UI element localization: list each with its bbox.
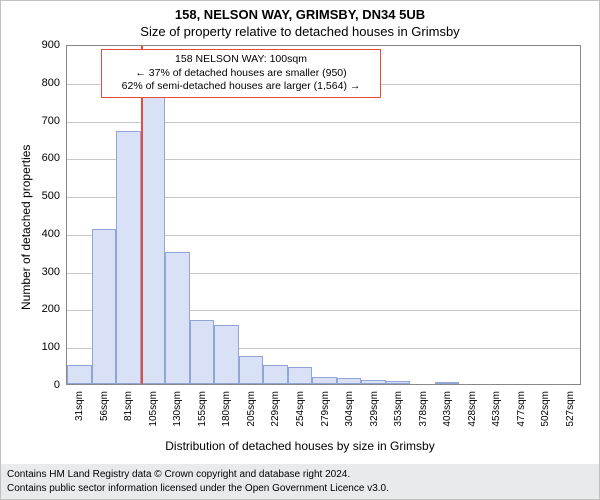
y-tick-label: 500	[30, 190, 60, 202]
histogram-bar	[337, 378, 362, 384]
annotation-line-3: 62% of semi-detached houses are larger (…	[108, 80, 374, 94]
chart-container: 158, NELSON WAY, GRIMSBY, DN34 5UB Size …	[0, 0, 600, 500]
footer-line-1: Contains HM Land Registry data © Crown c…	[7, 468, 593, 482]
x-tick-label: 502sqm	[540, 391, 551, 427]
footer-attribution: Contains HM Land Registry data © Crown c…	[1, 464, 599, 499]
annotation-line-1: 158 NELSON WAY: 100sqm	[108, 53, 374, 67]
histogram-bar	[239, 356, 264, 384]
histogram-bar	[116, 131, 141, 384]
histogram-bar	[92, 229, 117, 384]
x-tick-label: 229sqm	[270, 391, 281, 427]
histogram-bar	[435, 382, 460, 384]
x-tick-label: 81sqm	[123, 391, 134, 421]
x-tick-label: 403sqm	[442, 391, 453, 427]
histogram-bar	[67, 365, 92, 384]
x-tick-label: 353sqm	[393, 391, 404, 427]
histogram-bar	[263, 365, 288, 384]
y-tick-label: 900	[30, 39, 60, 51]
histogram-bar	[361, 380, 386, 384]
x-tick-label: 527sqm	[565, 391, 576, 427]
y-tick-label: 600	[30, 152, 60, 164]
x-tick-label: 130sqm	[172, 391, 183, 427]
y-tick-label: 0	[30, 379, 60, 391]
histogram-bar	[312, 377, 337, 384]
address-title: 158, NELSON WAY, GRIMSBY, DN34 5UB	[1, 1, 599, 22]
x-tick-label: 180sqm	[221, 391, 232, 427]
annotation-box: 158 NELSON WAY: 100sqm ← 37% of detached…	[101, 49, 381, 98]
x-tick-label: 205sqm	[246, 391, 257, 427]
y-tick-label: 400	[30, 228, 60, 240]
x-tick-label: 453sqm	[491, 391, 502, 427]
footer-line-2: Contains public sector information licen…	[7, 482, 593, 496]
histogram-bar	[288, 367, 313, 384]
x-tick-label: 56sqm	[99, 391, 110, 421]
x-tick-label: 304sqm	[344, 391, 355, 427]
x-tick-label: 477sqm	[516, 391, 527, 427]
y-axis-title: Number of detached properties	[19, 145, 33, 310]
y-tick-label: 700	[30, 115, 60, 127]
x-tick-label: 378sqm	[418, 391, 429, 427]
x-axis-title: Distribution of detached houses by size …	[1, 439, 599, 453]
y-tick-label: 100	[30, 341, 60, 353]
x-tick-label: 279sqm	[320, 391, 331, 427]
x-tick-label: 155sqm	[197, 391, 208, 427]
y-tick-label: 300	[30, 266, 60, 278]
y-tick-label: 200	[30, 303, 60, 315]
annotation-line-2: ← 37% of detached houses are smaller (95…	[108, 67, 374, 81]
histogram-bar	[190, 320, 215, 384]
chart-subtitle: Size of property relative to detached ho…	[1, 22, 599, 39]
x-tick-label: 254sqm	[295, 391, 306, 427]
x-tick-label: 31sqm	[74, 391, 85, 421]
x-tick-label: 105sqm	[148, 391, 159, 427]
x-tick-label: 428sqm	[467, 391, 478, 427]
x-tick-label: 329sqm	[369, 391, 380, 427]
histogram-bar	[386, 381, 411, 384]
histogram-bar	[214, 325, 239, 384]
histogram-bar	[165, 252, 190, 384]
y-tick-label: 800	[30, 77, 60, 89]
histogram-bar	[141, 74, 166, 384]
